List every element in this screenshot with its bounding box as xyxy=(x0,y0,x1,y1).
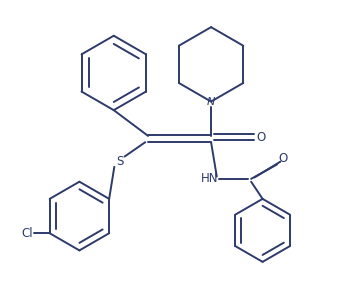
Text: HN: HN xyxy=(201,172,219,185)
Text: Cl: Cl xyxy=(21,227,32,240)
Text: N: N xyxy=(207,97,215,107)
Text: O: O xyxy=(256,131,266,144)
Text: S: S xyxy=(116,155,123,168)
Text: O: O xyxy=(278,152,287,165)
